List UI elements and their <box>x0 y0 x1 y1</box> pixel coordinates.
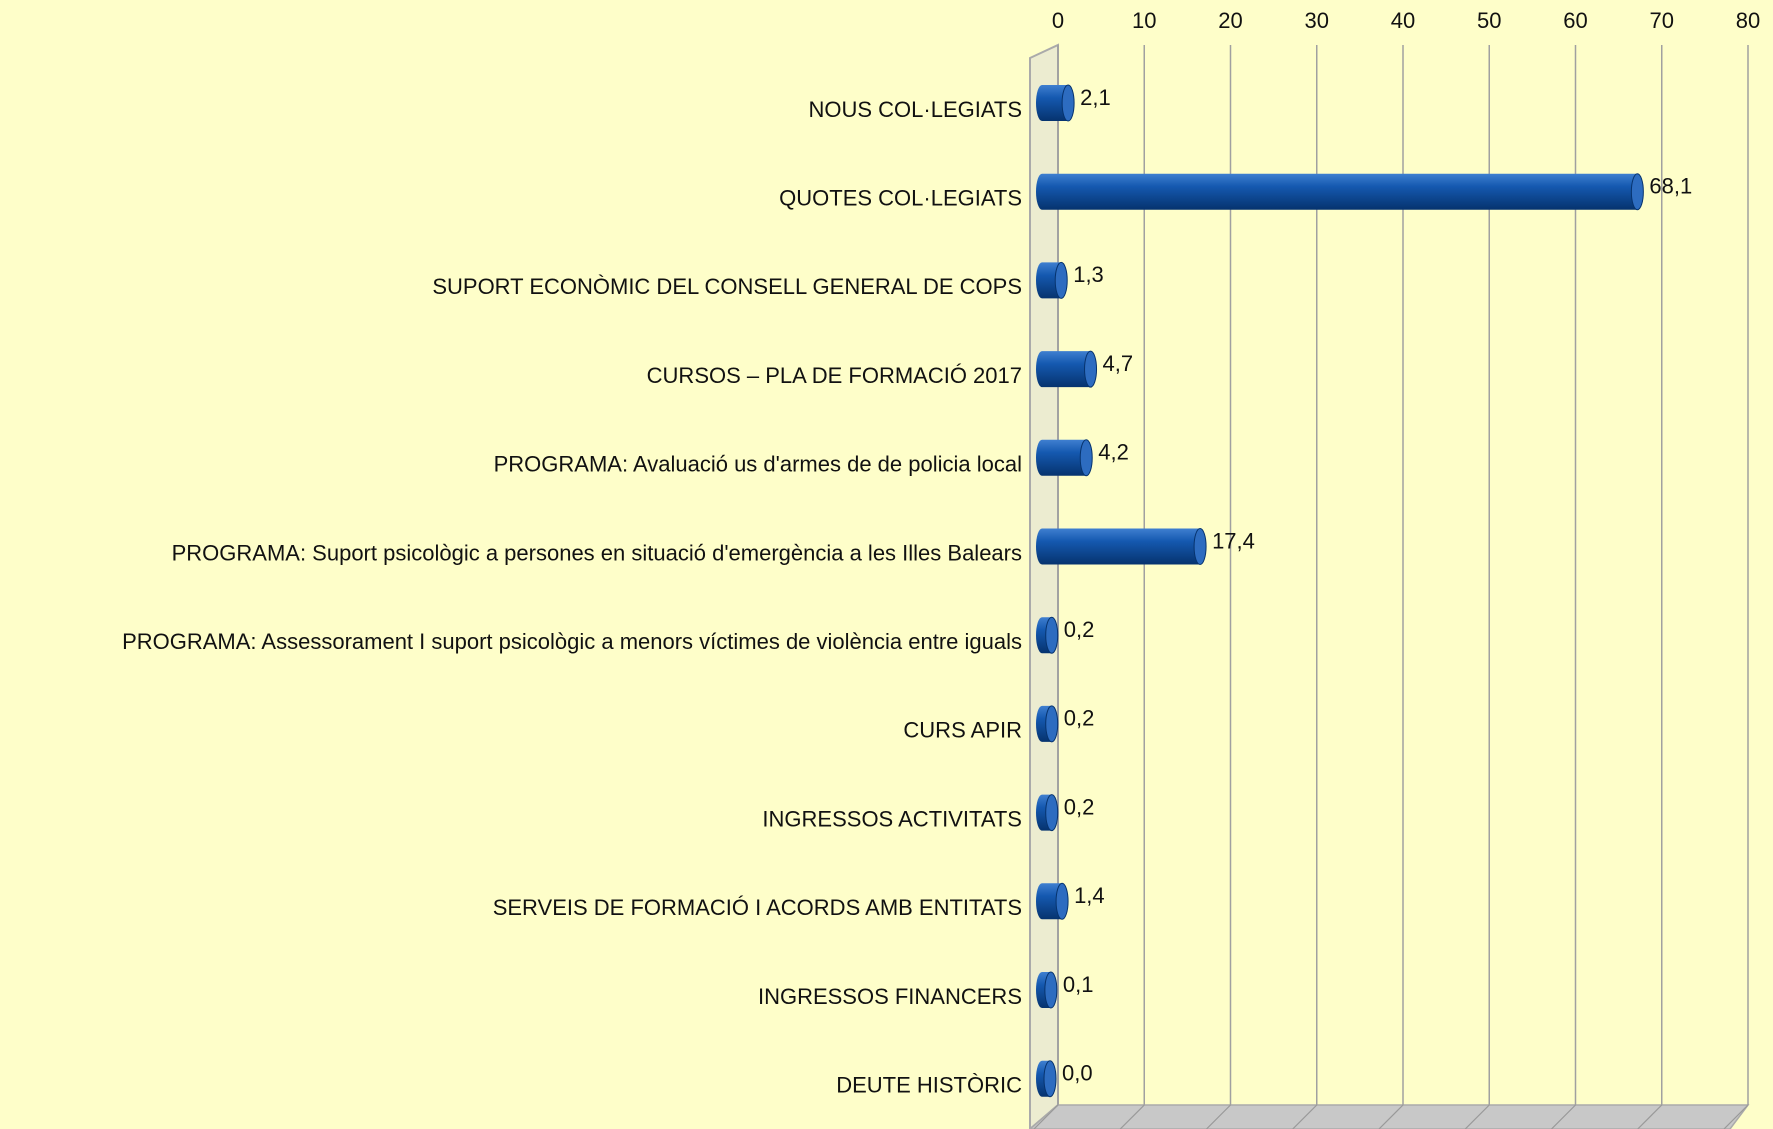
bar <box>1036 882 1069 920</box>
value-label: 4,7 <box>1103 351 1134 376</box>
bar <box>1036 794 1059 832</box>
x-tick-label: 40 <box>1391 8 1415 33</box>
value-label: 0,2 <box>1064 617 1095 642</box>
bar <box>1036 528 1207 565</box>
x-tick-label: 50 <box>1477 8 1501 33</box>
floor <box>1028 1104 1750 1129</box>
bar <box>1036 173 1644 211</box>
value-label: 4,2 <box>1098 440 1129 465</box>
bar-body <box>1036 351 1091 388</box>
value-label: 0,2 <box>1064 794 1095 819</box>
y-tick-label: INGRESSOS ACTIVITATS <box>762 806 1022 831</box>
bar <box>1036 616 1059 654</box>
floor-line <box>1119 1104 1145 1129</box>
bar-cap <box>1055 882 1069 920</box>
y-tick-label: SUPORT ECONÒMIC DEL CONSELL GENERAL DE C… <box>432 274 1022 299</box>
bar-body <box>1036 85 1069 121</box>
x-tick-label: 0 <box>1052 8 1064 33</box>
y-tick-label: PROGRAMA: Avaluació us d'armes de de pol… <box>494 452 1022 477</box>
floor-line <box>1033 1104 1059 1129</box>
value-label: 1,4 <box>1074 883 1105 908</box>
bar-cap <box>1061 84 1075 122</box>
x-tick-label: 80 <box>1736 8 1760 33</box>
bar <box>1036 84 1075 122</box>
bar-cap <box>1045 705 1059 743</box>
value-label: 0,0 <box>1062 1061 1093 1086</box>
y-tick-label: QUOTES COL·LEGIATS <box>779 186 1022 211</box>
value-label: 68,1 <box>1649 174 1692 199</box>
bar-cap <box>1045 794 1059 832</box>
bar-body <box>1036 439 1087 476</box>
value-label: 0,1 <box>1063 972 1094 997</box>
bar-body <box>1036 173 1638 210</box>
value-label: 17,4 <box>1212 528 1255 553</box>
y-tick-label: NOUS COL·LEGIATS <box>808 97 1022 122</box>
floor-line <box>1637 1104 1663 1129</box>
x-tick-label: 20 <box>1218 8 1242 33</box>
y-tick-label: PROGRAMA: Suport psicològic a persones e… <box>172 540 1022 565</box>
value-label: 1,3 <box>1073 262 1104 287</box>
floor-line <box>1551 1104 1576 1129</box>
value-label: 2,1 <box>1080 85 1111 110</box>
bar <box>1036 261 1068 299</box>
bar-cap <box>1193 528 1207 565</box>
bar-cap <box>1044 971 1058 1009</box>
bar-cap <box>1084 350 1098 388</box>
y-tick-label: INGRESSOS FINANCERS <box>758 984 1022 1009</box>
bar-cap <box>1054 261 1068 299</box>
y-tick-label: PROGRAMA: Assessorament I suport psicolò… <box>122 629 1022 654</box>
y-tick-label: SERVEIS DE FORMACIÓ I ACORDS AMB ENTITAT… <box>493 895 1022 920</box>
bar-cap <box>1045 616 1059 654</box>
bar <box>1036 1060 1057 1098</box>
y-tick-label: CURSOS – PLA DE FORMACIÓ 2017 <box>647 363 1022 388</box>
bar-cap <box>1079 439 1093 477</box>
floor-line <box>1378 1104 1404 1129</box>
floor-line <box>1292 1104 1318 1129</box>
bar-cap <box>1630 173 1644 211</box>
x-tick-label: 30 <box>1305 8 1329 33</box>
x-tick-label: 60 <box>1563 8 1587 33</box>
floor-line <box>1464 1104 1490 1129</box>
floor-line <box>1206 1104 1231 1129</box>
floor-line <box>1723 1104 1749 1129</box>
bar-body <box>1036 262 1062 299</box>
value-label: 0,2 <box>1064 706 1095 731</box>
bar <box>1036 705 1059 743</box>
bar <box>1036 350 1098 388</box>
x-tick-label: 70 <box>1650 8 1674 33</box>
y-tick-label: CURS APIR <box>903 718 1022 743</box>
bar-cap <box>1043 1060 1057 1098</box>
bar-body <box>1036 528 1201 565</box>
bar <box>1036 971 1058 1009</box>
x-tick-label: 10 <box>1132 8 1156 33</box>
y-tick-label: DEUTE HISTÒRIC <box>836 1073 1022 1098</box>
bar <box>1036 439 1093 477</box>
bar-body <box>1036 883 1063 920</box>
